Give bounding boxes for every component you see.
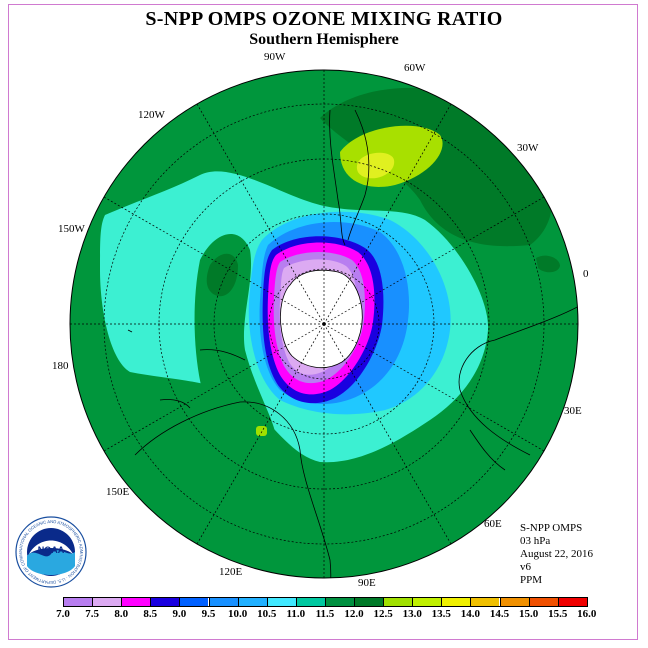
new-zealand xyxy=(199,349,246,361)
peak-ozone-core xyxy=(356,152,395,179)
info-units: PPM xyxy=(520,574,543,586)
label-60w: 60W xyxy=(404,62,426,74)
label-120e: 120E xyxy=(219,566,243,578)
label-90w: 90W xyxy=(264,51,286,63)
graticule xyxy=(70,70,578,578)
figure-frame xyxy=(8,4,638,640)
label-90e: 90E xyxy=(358,577,376,589)
colorbar-tick-label: 13.0 xyxy=(402,608,422,620)
colorbar-tick-label: 9.0 xyxy=(172,608,187,620)
colorbar-tick-label: 15.0 xyxy=(518,608,539,620)
colorbar-tick-label: 11.5 xyxy=(315,608,335,620)
colorbar-tick-label: 10.5 xyxy=(257,608,277,620)
colorbar-segment xyxy=(179,598,209,606)
colorbar xyxy=(63,597,588,607)
map-outline xyxy=(69,69,579,579)
colorbar-segment xyxy=(121,598,151,606)
colorbar-tick-label: 9.5 xyxy=(201,608,216,620)
colorbar-tick-label: 8.5 xyxy=(143,608,158,620)
info-block: S-NPP OMPS 03 hPa August 22, 2016 v6 PPM xyxy=(520,522,593,587)
colorbar-segment xyxy=(208,598,238,606)
colorbar-segment xyxy=(557,598,587,606)
colorbar-segment xyxy=(499,598,529,606)
colorbar-tick-label: 11.0 xyxy=(286,608,306,620)
colorbar-segment xyxy=(92,598,122,606)
label-30e: 30E xyxy=(564,405,582,417)
info-version: v6 xyxy=(520,561,531,573)
label-30w: 30W xyxy=(517,142,539,154)
colorbar-tick-label: 7.0 xyxy=(56,608,70,620)
info-instrument: S-NPP OMPS xyxy=(520,522,583,534)
south-america-coast xyxy=(329,109,346,246)
colorbar-segment xyxy=(354,598,384,606)
label-180: 180 xyxy=(52,360,69,372)
colorbar-segment xyxy=(63,598,93,606)
island xyxy=(127,329,133,333)
madagascar xyxy=(469,429,506,471)
colorbar-segment xyxy=(412,598,442,606)
map-title: S-NPP OMPS OZONE MIXING RATIO xyxy=(145,8,503,30)
africa-coast xyxy=(458,299,578,456)
noaa-logo-text: NOAA xyxy=(38,545,65,555)
dark-green-spot xyxy=(206,253,238,297)
colorbar-tick-label: 12.0 xyxy=(344,608,364,620)
colorbar-segment xyxy=(324,598,354,606)
colorbar-segment xyxy=(237,598,267,606)
new-zealand-south xyxy=(159,399,191,409)
australia-coast xyxy=(134,401,332,578)
south-america-coast-east xyxy=(347,109,370,241)
map-subtitle: Southern Hemisphere xyxy=(249,31,399,48)
colorbar-tick-label: 15.5 xyxy=(548,608,568,620)
colorbar-segment xyxy=(150,598,180,606)
colorbar-tick-label: 12.5 xyxy=(373,608,393,620)
noaa-logo: NOAA NATIONAL OCEANIC AND ATMOSPHERIC AD… xyxy=(15,516,87,588)
colorbar-segment xyxy=(470,598,500,606)
lime-spot xyxy=(256,426,267,436)
colorbar-segment xyxy=(383,598,413,606)
colorbar-segment xyxy=(441,598,471,606)
colorbar-segment xyxy=(528,598,558,606)
colorbar-tick-label: 16.0 xyxy=(577,608,597,620)
colorbar-tick-label: 14.5 xyxy=(489,608,510,620)
colorbar-segment xyxy=(295,598,325,606)
label-60e: 60E xyxy=(484,518,502,530)
south-pole-marker xyxy=(322,322,326,326)
colorbar-tick-label: 14.0 xyxy=(460,608,481,620)
label-150e: 150E xyxy=(106,486,130,498)
colorbar-tick-label: 13.5 xyxy=(431,608,451,620)
info-level: 03 hPa xyxy=(520,535,551,547)
label-120w: 120W xyxy=(138,109,165,121)
colorbar-tick-label: 8.0 xyxy=(114,608,129,620)
coastlines xyxy=(127,109,578,578)
info-date: August 22, 2016 xyxy=(520,548,594,560)
colorbar-tick-label: 7.5 xyxy=(85,608,99,620)
label-150w: 150W xyxy=(58,223,85,235)
colorbar-segment xyxy=(266,598,296,606)
label-0: 0 xyxy=(583,268,589,280)
colorbar-tick-label: 10.0 xyxy=(227,608,248,620)
dark-green-islet xyxy=(536,255,560,273)
colorbar-ticks: 7.0 7.5 8.0 8.5 9.0 9.5 10.0 10.5 11.0 11.5 12.0 12… xyxy=(0,608,648,622)
